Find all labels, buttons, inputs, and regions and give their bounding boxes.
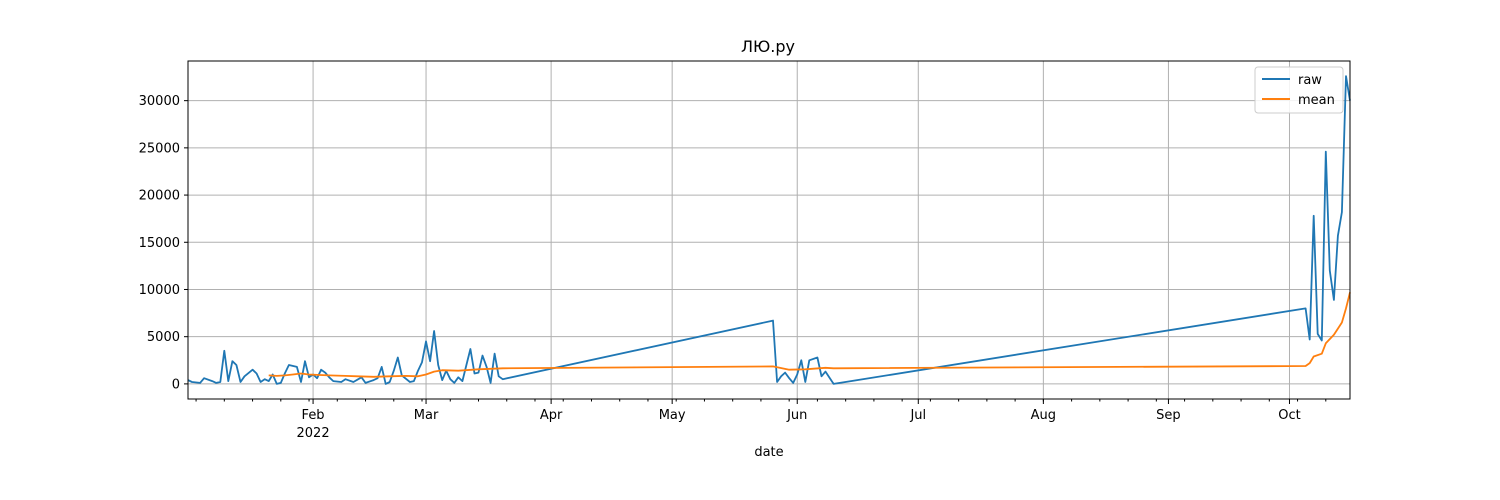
x-tick-label: Aug [1031,408,1056,423]
x-tick-label: Mar [414,408,439,423]
legend-mean-label: mean [1298,93,1335,108]
series-layer [187,75,1351,385]
legend: raw mean [1254,66,1344,114]
y-tick-label: 0 [172,377,180,392]
series-line-mean [268,292,1351,378]
x-tick-label: Apr [540,408,563,423]
x-tick-label: Oct [1278,408,1300,423]
x-tick-label: Jun [786,408,807,423]
x-tick-label: Feb [302,408,325,423]
chart-title: ЛЮ.ру [741,37,795,56]
x-tick-year-label: 2022 [297,426,330,441]
plot-frame [187,60,1351,400]
y-tick-label: 20000 [139,189,180,204]
legend-raw-label: raw [1298,73,1322,88]
x-tick-label: May [659,408,686,423]
x-axis-label: date [754,445,783,460]
y-tick-label: 10000 [139,283,180,298]
y-tick-label: 5000 [147,330,180,345]
x-tick-label: Sep [1156,408,1181,423]
y-tick-label: 15000 [139,236,180,251]
x-tick-label: Jul [909,408,926,423]
ticks-layer: 0 5000 10000 15000 20000 25000 30000 Feb 2022 Mar… [139,94,1327,441]
y-tick-label: 30000 [139,94,180,109]
y-tick-label: 25000 [139,141,180,156]
